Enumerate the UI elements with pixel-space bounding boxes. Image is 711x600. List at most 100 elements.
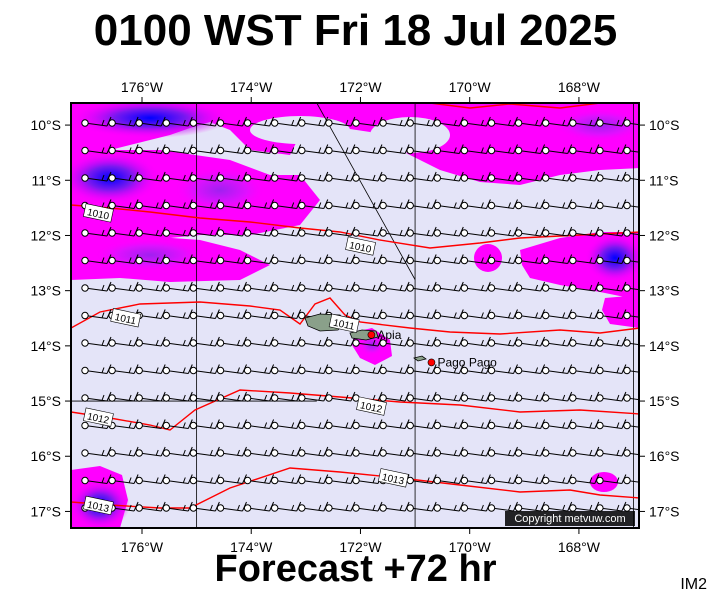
wind-barb (135, 281, 166, 292)
isobar-label: 1010 (345, 236, 376, 256)
lat-label-right: 11°S (649, 172, 678, 188)
wind-barb (487, 254, 518, 265)
isobar-label: 1013 (377, 468, 409, 488)
wind-barb (189, 336, 220, 347)
wind-barb (108, 199, 139, 210)
wind-barb (298, 144, 329, 155)
wind-barb (298, 501, 329, 512)
wind-barb (514, 364, 546, 375)
wind-barb (189, 226, 220, 237)
wind-barb (325, 199, 356, 210)
wind-barb (569, 446, 600, 457)
city-markers: Apia Pago Pago (367, 328, 497, 369)
rain-core (71, 103, 230, 138)
wind-barb (108, 474, 139, 485)
wind-barb (542, 419, 573, 430)
wind-barb (298, 474, 329, 485)
isobar-1011 (71, 297, 639, 335)
wind-barb (81, 336, 112, 347)
lat-label-right: 12°S (649, 227, 680, 243)
wind-barb (108, 364, 139, 375)
wind-barb (243, 144, 275, 155)
wind-barb (460, 391, 491, 402)
copyright-text: Copyright metvuw.com (514, 513, 625, 525)
isobar-labels: 1010 1010 1011 1011 1012 1012 1013 1013 (83, 203, 409, 515)
wind-barb (216, 501, 247, 512)
wind-barb (325, 501, 356, 512)
isobar-1013 (71, 467, 639, 509)
wind-barb (189, 116, 220, 127)
wind-barb (352, 501, 383, 512)
city-label: Pago Pago (437, 355, 497, 369)
wind-barb (81, 144, 112, 155)
forecast-label: Forecast +72 hr (214, 548, 497, 590)
wind-barb (596, 254, 627, 265)
lat-label-left: 14°S (30, 338, 61, 354)
lat-label-left: 11°S (32, 172, 61, 188)
svg-text:1011: 1011 (114, 312, 138, 327)
axis-ticks (65, 97, 645, 534)
wind-barb (216, 474, 247, 485)
wind-barb (189, 309, 220, 320)
lon-label-bottom: 170°W (449, 539, 492, 555)
wind-barb (406, 116, 437, 127)
wind-barb (135, 254, 166, 265)
wind-barb (379, 309, 410, 320)
wind-barb (81, 309, 112, 320)
wind-barb (569, 199, 600, 210)
wind-barb (542, 364, 573, 375)
wind-barb (596, 226, 627, 237)
image-id-label: IM2 (680, 576, 707, 593)
wind-barb (514, 419, 546, 430)
lat-label-right: 14°S (649, 338, 680, 354)
isobar-label: 1013 (83, 495, 114, 515)
svg-text:1013: 1013 (381, 472, 405, 487)
wind-barb (514, 254, 546, 265)
wind-barb (298, 281, 329, 292)
wind-barb (298, 419, 329, 430)
wind-barb (243, 336, 275, 347)
isobar-1010 (71, 204, 639, 249)
wind-barb (216, 226, 247, 237)
wind-barb (108, 336, 139, 347)
wind-barb (514, 171, 546, 182)
wind-barb (135, 391, 166, 402)
wind-barb (271, 446, 302, 457)
wind-barb (514, 391, 546, 402)
wind-barb (81, 446, 112, 457)
wind-barb (596, 116, 627, 127)
wind-barb (460, 254, 491, 265)
wind-barb (542, 281, 573, 292)
wind-barb (81, 364, 112, 375)
wind-barb (487, 446, 518, 457)
wind-barb (433, 171, 464, 182)
wind-barb (542, 171, 573, 182)
wind-barb (379, 116, 410, 127)
wind-barb (379, 226, 410, 237)
lat-label-left: 13°S (30, 283, 61, 299)
wind-barb (298, 446, 329, 457)
wind-barb (487, 474, 518, 485)
map-border (70, 102, 640, 529)
svg-text:1012: 1012 (86, 411, 110, 426)
wind-barb (487, 144, 518, 155)
wind-barb (216, 446, 247, 457)
lon-label-top: 174°W (230, 79, 273, 95)
wind-barb (460, 199, 491, 210)
wind-barb (569, 254, 600, 265)
wind-barb (325, 364, 356, 375)
svg-text:1013: 1013 (86, 500, 110, 515)
wind-barb (542, 336, 573, 347)
wind-barb (433, 199, 464, 210)
lon-label-bottom: 174°W (230, 539, 273, 555)
lat-label-left: 15°S (30, 393, 61, 409)
wind-barb (216, 144, 247, 155)
wind-barb (162, 226, 193, 237)
wind-barb (569, 171, 600, 182)
wind-barb (596, 309, 627, 320)
wind-barb (135, 144, 166, 155)
wind-barb (352, 199, 383, 210)
wind-barb (460, 336, 491, 347)
wind-barb (216, 171, 247, 182)
wind-barb (162, 281, 193, 292)
